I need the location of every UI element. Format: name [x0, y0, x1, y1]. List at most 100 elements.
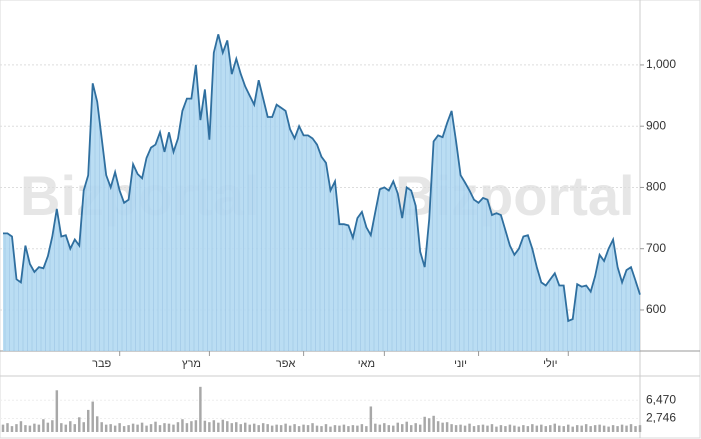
- volume-bar: [558, 425, 561, 432]
- volume-bar: [531, 424, 534, 432]
- volume-bar: [302, 424, 305, 432]
- volume-bar: [293, 424, 296, 432]
- volume-bar: [544, 426, 548, 432]
- volume-bar: [140, 422, 144, 432]
- volume-bar: [396, 422, 399, 432]
- volume-bar: [436, 421, 440, 432]
- volume-bar: [571, 426, 574, 432]
- y-tick-label: 2,746: [646, 411, 676, 425]
- volume-bar: [86, 409, 90, 432]
- volume-bar: [109, 424, 112, 432]
- volume-bar: [351, 425, 355, 432]
- volume-bar: [611, 425, 615, 432]
- volume-bar: [580, 425, 583, 432]
- volume-bar: [1, 424, 5, 432]
- volume-bar: [540, 424, 543, 432]
- volume-bar: [369, 406, 373, 432]
- volume-bar: [324, 424, 328, 432]
- y-tick-label: 1,000: [646, 57, 676, 71]
- volume-bar: [374, 423, 377, 432]
- volume-bar: [279, 425, 283, 432]
- volume-bar: [244, 422, 247, 432]
- volume-bar: [333, 425, 337, 432]
- volume-bar: [127, 425, 130, 432]
- volume-bar: [104, 424, 108, 432]
- y-tick-label: 700: [646, 241, 666, 255]
- volume-bar: [145, 425, 148, 432]
- volume-bar: [91, 401, 94, 432]
- volume-bar: [42, 419, 45, 432]
- volume-bar: [230, 423, 234, 432]
- volume-bar: [454, 425, 458, 432]
- x-tick-label: יולי: [543, 357, 557, 370]
- volume-bar: [248, 424, 251, 432]
- volume-bar: [239, 424, 242, 432]
- volume-bar: [468, 423, 471, 432]
- volume-bar: [562, 426, 565, 432]
- volume-bar: [19, 421, 23, 432]
- volume-bar: [10, 426, 14, 432]
- volume-bar: [73, 424, 77, 432]
- volume-bar: [226, 421, 229, 432]
- volume-bar: [365, 426, 368, 432]
- volume-bar: [401, 424, 404, 432]
- volume-bar: [526, 426, 530, 432]
- volume-bar: [549, 425, 552, 432]
- volume-bar: [82, 422, 85, 432]
- volume-bar: [638, 425, 642, 432]
- volume-bar: [508, 424, 512, 432]
- volume-bar: [113, 425, 117, 432]
- volume-bar: [477, 425, 480, 432]
- volume-bar: [387, 425, 391, 432]
- volume-bar: [257, 425, 260, 432]
- volume-bar: [459, 424, 462, 432]
- volume-bar: [46, 422, 50, 432]
- volume-bar: [347, 426, 350, 432]
- volume-bar: [553, 423, 557, 432]
- volume-bar: [297, 426, 301, 432]
- volume-bar: [270, 425, 274, 432]
- volume-bar: [122, 426, 126, 432]
- volume-bar: [414, 423, 417, 432]
- volume-bar: [288, 425, 292, 432]
- volume-bar: [261, 423, 265, 432]
- volume-bar: [172, 424, 175, 432]
- x-tick-label: יוני: [454, 358, 467, 370]
- volume-bar: [28, 425, 32, 432]
- volume-bar: [158, 425, 162, 432]
- volume-bar: [199, 386, 202, 432]
- volume-bar: [360, 424, 364, 432]
- volume-bar: [154, 421, 157, 432]
- volume-bar: [490, 424, 494, 432]
- volume-bar: [432, 415, 435, 432]
- volume-bar: [194, 420, 198, 432]
- volume-bar: [602, 425, 606, 432]
- volume-bar: [589, 426, 592, 432]
- volume-bar: [342, 424, 346, 432]
- volume-bar: [221, 419, 225, 432]
- volume-bar: [315, 425, 319, 432]
- volume-bar: [203, 420, 207, 432]
- volume-bar: [566, 424, 570, 432]
- volume-bar: [163, 423, 166, 432]
- volume-bar: [441, 422, 444, 432]
- volume-bar: [405, 421, 408, 432]
- volume-bar: [51, 420, 54, 432]
- y-tick-label: 6,470: [646, 392, 676, 406]
- volume-bar: [607, 426, 610, 432]
- volume-bar: [311, 423, 314, 432]
- volume-bar: [575, 425, 579, 432]
- volume-bar: [131, 423, 135, 432]
- volume-bar: [217, 422, 220, 432]
- volume-bar: [275, 424, 278, 432]
- volume-bar: [6, 423, 9, 432]
- volume-bar: [78, 417, 81, 432]
- x-tick-label: אפר: [276, 358, 296, 370]
- volume-bar: [598, 424, 601, 432]
- y-tick-label: 800: [646, 180, 666, 194]
- volume-bar: [176, 422, 180, 432]
- volume-bar: [616, 426, 619, 432]
- volume-bar: [149, 424, 153, 432]
- volume-bar: [181, 419, 184, 432]
